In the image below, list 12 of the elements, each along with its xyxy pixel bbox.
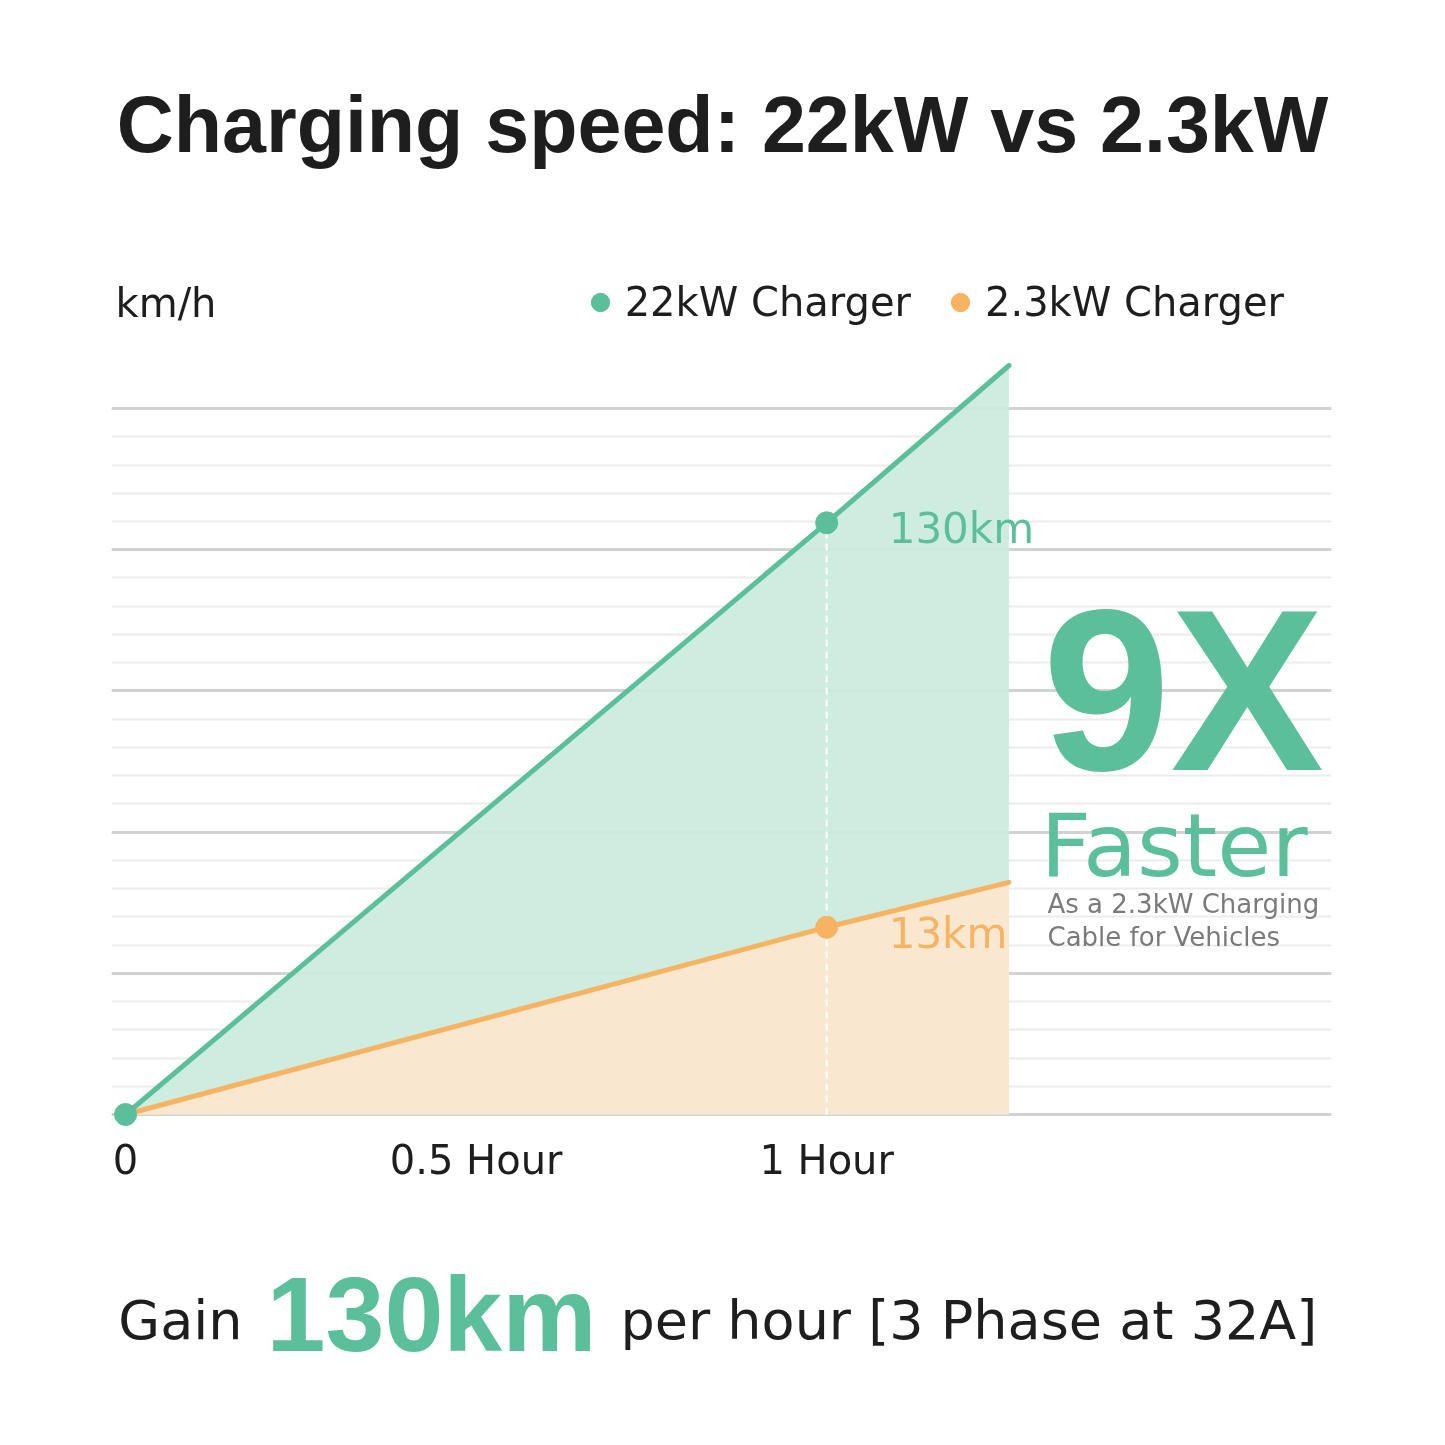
y-axis-title: km/h — [115, 279, 217, 326]
legend-label: 22kW Charger — [624, 279, 911, 325]
legend-label: 2.3kW Charger — [984, 279, 1285, 325]
chart-title: Charging speed: 22kW vs 2.3kW — [116, 80, 1329, 169]
text: per hour [3 Phase at 32A] — [620, 1289, 1318, 1352]
annotation: 130km — [888, 504, 1035, 554]
annotation: 13km — [888, 908, 1008, 958]
x-tick-label: 1 Hour — [759, 1136, 895, 1183]
text: Gain — [118, 1289, 243, 1352]
x-tick-label: 0.5 Hour — [389, 1136, 563, 1183]
x-tick-label: 0 — [112, 1136, 139, 1183]
text: 130km — [266, 1254, 597, 1373]
